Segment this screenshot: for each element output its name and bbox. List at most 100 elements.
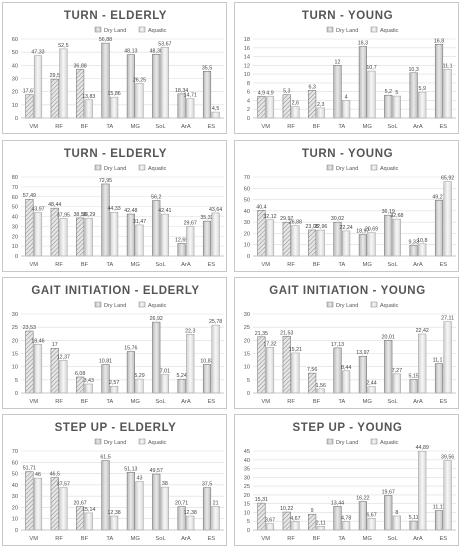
data-label: 25,78 (209, 319, 222, 325)
legend-swatch (326, 301, 334, 308)
bar-aquatic-sol (160, 374, 169, 394)
legend-swatch (138, 164, 146, 171)
y-tick-label: 25 (244, 325, 250, 331)
data-label: 2,44 (366, 381, 376, 387)
legend-label: Dry Land (336, 166, 358, 172)
y-tick-label: 0 (15, 528, 18, 534)
bar-aquatic-es (443, 460, 452, 531)
data-label: 20,67 (73, 501, 86, 507)
chart-svg: STEP UP - YOUNG Dry Land Aquatic 0 5 10 15 20 25… (244, 422, 456, 542)
y-tick-label: 30 (12, 494, 18, 500)
x-tick-label: MG (131, 262, 141, 268)
data-label: 36,88 (73, 63, 86, 69)
bar-aquatic-vm (33, 344, 43, 394)
data-label: 43,64 (209, 207, 222, 213)
data-label: 9,33 (408, 239, 418, 245)
x-tick-label: TA (338, 262, 345, 268)
bar-aquatic-sol (392, 515, 401, 531)
legend-label: Dry Land (336, 28, 358, 34)
x-tick-label: RF (55, 262, 63, 268)
data-label: 12,38 (184, 510, 197, 516)
bar-dry-land-ta (333, 65, 342, 119)
data-label: 22,24 (339, 225, 352, 231)
data-label: 36,19 (382, 209, 395, 215)
bar-aquatic-vm (265, 347, 275, 394)
chart-panel-step-up-elderly: STEP UP - ELDERLY Dry Land Aquatic 0 10 20 30 4… (2, 414, 227, 546)
bar-aquatic-sol (160, 486, 169, 531)
bar-aquatic-rf (291, 352, 300, 394)
legend-label: Aquatic (148, 440, 167, 446)
bar-aquatic-ara (418, 450, 427, 531)
bar-dry-land-mg (358, 234, 367, 257)
data-label: 2,6 (292, 101, 299, 107)
data-label: 4 (345, 94, 348, 100)
data-label: 19,67 (382, 489, 395, 495)
bar-dry-land-vm (257, 96, 266, 119)
bar-dry-land-sol (152, 473, 161, 531)
bar-dry-land-es (202, 71, 212, 119)
chart-panel-turn-elderly-1: TURN - ELDERLY Dry Land Aquatic 0 10 20 30 40 50… (2, 2, 227, 134)
data-label: 5,2 (385, 89, 392, 95)
data-label: 4,67 (290, 516, 300, 522)
bar-dry-land-vm (257, 502, 266, 531)
chart-title: TURN - YOUNG (302, 10, 393, 22)
x-tick-label: SoL (387, 399, 398, 405)
bar-aquatic-ta (342, 230, 351, 257)
x-tick-label: VM (29, 536, 38, 542)
x-tick-label: MG (363, 262, 373, 268)
bar-dry-land-es (434, 363, 444, 394)
data-label: 5 (395, 90, 398, 96)
y-tick-label: 10 (244, 365, 250, 371)
bar-dry-land-bf (308, 90, 317, 119)
bar-dry-land-rf (282, 336, 291, 394)
data-label: 29,97 (280, 216, 293, 222)
x-tick-label: TA (338, 124, 345, 130)
data-label: 11,11 (433, 504, 446, 510)
legend-swatch (370, 301, 378, 308)
y-tick-label: 10 (244, 72, 250, 78)
data-label: 18,34 (175, 88, 188, 94)
y-tick-label: 20 (244, 338, 250, 344)
y-tick-label: 0 (247, 391, 250, 397)
legend-label: Dry Land (104, 440, 126, 446)
y-tick-label: 30 (244, 475, 250, 481)
data-label: 6,67 (366, 512, 376, 518)
y-tick-label: 10 (244, 510, 250, 516)
bar-aquatic-ara (186, 98, 195, 119)
legend-swatch (138, 438, 146, 445)
bar-aquatic-ta (342, 370, 351, 394)
data-label: 37,95 (57, 213, 70, 219)
y-tick-label: 50 (244, 198, 250, 204)
data-label: 46 (35, 472, 41, 478)
data-label: 32,68 (390, 213, 403, 219)
bar-aquatic-bf (84, 99, 93, 119)
legend-label: Dry Land (104, 166, 126, 172)
bar-aquatic-mg (367, 386, 376, 394)
bar-dry-land-mg (358, 355, 367, 394)
legend-swatch (370, 26, 378, 33)
data-label: 5,15 (408, 373, 418, 379)
data-label: 26,25 (133, 77, 146, 83)
x-tick-label: SoL (155, 399, 166, 405)
bar-dry-land-sol (384, 214, 393, 257)
data-label: 13,83 (82, 94, 95, 100)
chart-svg: TURN - ELDERLY Dry Land Aquatic 0 10 20 30 40 50… (12, 10, 224, 130)
bar-dry-land-ara (177, 243, 186, 257)
bar-aquatic-bf (84, 217, 93, 257)
bar-aquatic-ta (110, 385, 119, 394)
y-tick-label: 10 (12, 103, 18, 109)
bar-dry-land-ta (101, 364, 110, 394)
data-label: 43 (137, 475, 143, 481)
y-tick-label: 40 (12, 483, 18, 489)
bar-dry-land-es (202, 364, 212, 394)
legend-label: Aquatic (380, 166, 399, 172)
legend-label: Aquatic (148, 166, 167, 172)
data-label: 4,9 (258, 90, 265, 96)
x-tick-label: VM (261, 262, 270, 268)
bar-aquatic-rf (291, 225, 300, 257)
y-tick-label: 14 (244, 55, 250, 61)
data-label: 7,56 (307, 367, 317, 373)
chart-svg: GAIT INITIATION - ELDERLY Dry Land Aquatic… (12, 285, 224, 405)
y-tick-label: 15 (244, 502, 250, 508)
bar-aquatic-ara (186, 334, 195, 394)
